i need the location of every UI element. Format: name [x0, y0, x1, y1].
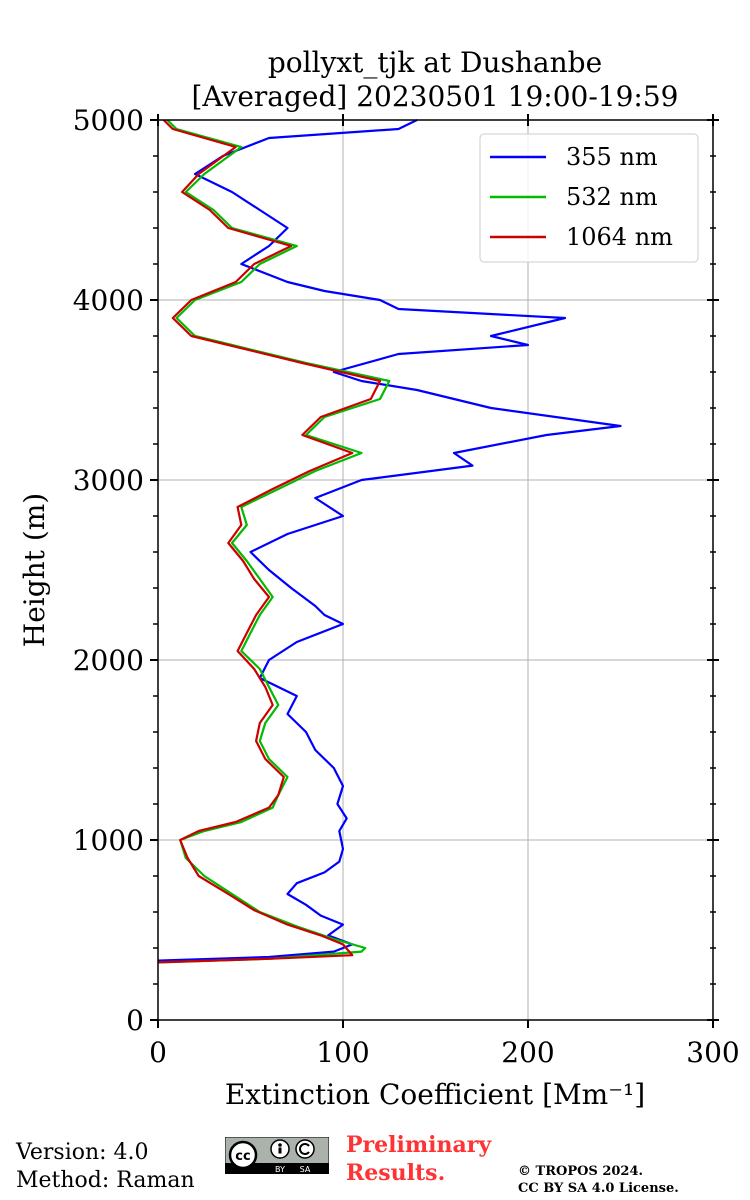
- y-tick-label: 2000: [73, 644, 144, 677]
- preliminary-text-line-2: Results.: [346, 1160, 446, 1186]
- tick-labels: 0 1000 2000 3000 4000 5000 0 100 200 300: [73, 104, 740, 1069]
- x-tick-label: 0: [149, 1036, 167, 1069]
- y-axis-label: Height (m): [18, 493, 51, 647]
- preliminary-text-line-1: Preliminary: [346, 1132, 492, 1158]
- x-axis-label: Extinction Coefficient [Mm⁻¹]: [225, 1078, 645, 1111]
- cc-sa-text: SA: [300, 1165, 311, 1174]
- y-tick-label: 1000: [73, 824, 144, 857]
- series-line-355-nm: [157, 119, 622, 962]
- copyright-text-line-2: CC BY SA 4.0 License.: [518, 1181, 679, 1196]
- cc-by-sa-license-icon: cc BY SA: [225, 1137, 329, 1174]
- cc-logo-text: cc: [235, 1149, 250, 1164]
- legend-box: [479, 133, 699, 263]
- legend-label-355: 355 nm: [566, 143, 658, 171]
- method-text: Method: Raman: [16, 1168, 195, 1193]
- chart-title-line-1: pollyxt_tjk at Dushanbe: [268, 46, 602, 79]
- plot-frame: [157, 119, 714, 1021]
- legend-label-532: 532 nm: [566, 183, 658, 211]
- axis-ticks: [150, 114, 719, 1028]
- y-tick-label: 5000: [73, 104, 144, 137]
- x-tick-label: 300: [686, 1036, 739, 1069]
- y-tick-label: 4000: [73, 284, 144, 317]
- series-line-1064-nm: [157, 119, 382, 964]
- legend: 355 nm 532 nm 1064 nm: [479, 133, 699, 263]
- copyright-text-line-1: © TROPOS 2024.: [518, 1164, 644, 1179]
- legend-label-1064: 1064 nm: [566, 223, 673, 251]
- series-lines: [157, 119, 622, 964]
- x-tick-label: 200: [501, 1036, 554, 1069]
- chart-title-line-2: [Averaged] 20230501 19:00-19:59: [192, 80, 679, 113]
- x-tick-label: 100: [316, 1036, 369, 1069]
- cc-by-text: BY: [275, 1165, 285, 1174]
- y-tick-label: 3000: [73, 464, 144, 497]
- extinction-profile-chart: 0 1000 2000 3000 4000 5000 0 100 200 300 pollyxt_…: [18, 46, 740, 1111]
- version-text: Version: 4.0: [16, 1140, 149, 1165]
- y-tick-label: 0: [126, 1004, 144, 1037]
